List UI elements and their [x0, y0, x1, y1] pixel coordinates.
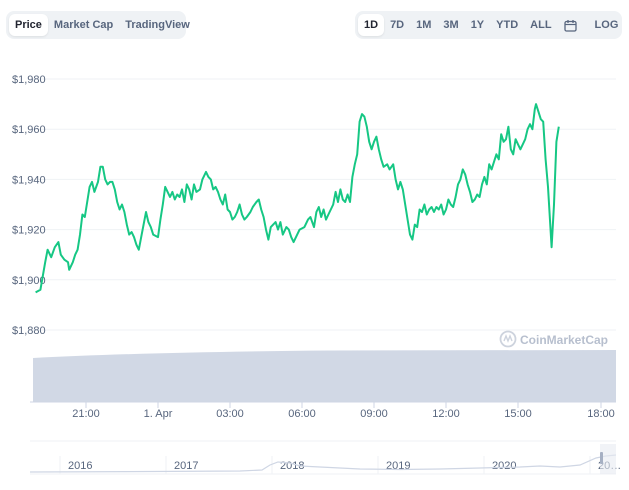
- y-axis: $1,980 $1,960 $1,940 $1,920 $1,900 $1,880: [12, 74, 46, 337]
- navigator-year-label: 2016: [68, 460, 92, 472]
- tab-market-cap[interactable]: Market Cap: [53, 19, 114, 31]
- range-all-button[interactable]: ALL: [530, 19, 552, 31]
- y-tick-label: $1,920: [12, 225, 46, 237]
- volume-band: [33, 350, 616, 402]
- navigator-handle: [600, 452, 603, 464]
- x-tick-label: 21:00: [72, 408, 100, 420]
- range-1y-button[interactable]: 1Y: [470, 19, 485, 31]
- range-ytd-button[interactable]: YTD: [496, 19, 519, 31]
- x-axis: 21:00 1. Apr 03:00 06:00 09:00 12:00 15:00 18:0…: [30, 401, 616, 420]
- x-tick-label: 1. Apr: [144, 408, 173, 420]
- navigator-window: [600, 444, 616, 474]
- price-line-path: [35, 103, 560, 294]
- time-range-bar: 1D 7D 1M 3M 1Y YTD ALL LOG: [355, 11, 622, 39]
- x-tick-label: 15:00: [504, 408, 532, 420]
- coinmarketcap-logo-icon: [499, 330, 517, 348]
- volume-area: [33, 350, 616, 402]
- y-tick-label: $1,880: [12, 325, 46, 337]
- x-tick-label: 09:00: [360, 408, 388, 420]
- range-1d-button[interactable]: 1D: [358, 14, 385, 36]
- watermark-text: CoinMarketCap: [520, 333, 608, 347]
- navigator-sparkline: [29, 454, 617, 473]
- calendar-icon[interactable]: [558, 14, 583, 36]
- tab-tradingview[interactable]: TradingView: [125, 19, 190, 31]
- watermark: CoinMarketCap: [499, 330, 608, 348]
- y-tick-label: $1,960: [12, 124, 46, 136]
- navigator-year-label: 2019: [386, 460, 410, 472]
- price-line: [35, 103, 560, 294]
- navigator: 2016201720182019202020…: [29, 440, 621, 475]
- x-tick-label: 18:00: [587, 408, 615, 420]
- range-7d-button[interactable]: 7D: [390, 19, 405, 31]
- logo-mark: [503, 334, 513, 343]
- navigator-year-label: 2017: [174, 460, 198, 472]
- grid-lines: [30, 78, 616, 331]
- x-tick-label: 03:00: [216, 408, 244, 420]
- y-tick-label: $1,900: [12, 275, 46, 287]
- x-tick-label: 06:00: [288, 408, 316, 420]
- navigator-year-label: 2020: [492, 460, 516, 472]
- y-tick-label: $1,980: [12, 74, 46, 86]
- tab-price[interactable]: Price: [9, 14, 48, 36]
- range-1m-button[interactable]: 1M: [416, 19, 432, 31]
- logo-circle: [499, 330, 517, 348]
- chart-type-tabs: Price Market Cap TradingView: [6, 11, 190, 39]
- x-tick-label: 12:00: [432, 408, 460, 420]
- log-scale-toggle[interactable]: LOG: [594, 19, 619, 31]
- y-tick-label: $1,940: [12, 174, 46, 186]
- range-3m-button[interactable]: 3M: [443, 19, 459, 31]
